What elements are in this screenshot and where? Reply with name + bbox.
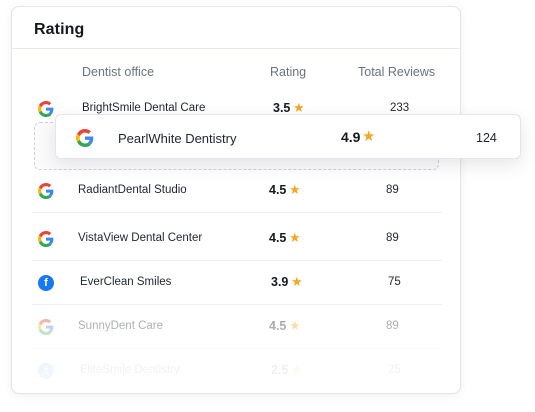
total-reviews-value: 89 bbox=[386, 184, 399, 196]
table-row[interactable]: f EverClean Smiles 3.9 ★ 75 bbox=[32, 261, 442, 305]
total-reviews-value: 233 bbox=[390, 102, 410, 114]
column-header-total-reviews[interactable]: Total Reviews bbox=[358, 65, 436, 79]
star-icon: ★ bbox=[291, 274, 303, 289]
rating-card: Rating Dentist office Rating Total Revie… bbox=[11, 6, 461, 394]
column-header-rating[interactable]: Rating bbox=[270, 65, 307, 79]
google-logo-icon bbox=[38, 183, 54, 199]
facebook-logo-icon: f bbox=[38, 363, 54, 379]
star-icon: ★ bbox=[293, 100, 305, 115]
rating-value: 4.5 bbox=[269, 183, 287, 197]
star-icon: ★ bbox=[289, 182, 301, 197]
rating-value: 3.5 bbox=[273, 101, 291, 115]
office-name: EliteSmile Dentistry bbox=[80, 364, 180, 376]
google-logo-icon bbox=[38, 101, 54, 117]
google-logo-icon bbox=[38, 319, 54, 335]
office-name: VistaView Dental Center bbox=[78, 232, 203, 244]
star-icon: ★ bbox=[289, 318, 301, 333]
table-row[interactable]: RadiantDental Studio 4.5 ★ 89 bbox=[32, 169, 442, 213]
office-name: RadiantDental Studio bbox=[78, 184, 187, 196]
rating-value: 4.5 bbox=[269, 319, 287, 333]
google-logo-icon bbox=[76, 129, 94, 147]
facebook-logo-icon: f bbox=[38, 275, 54, 291]
office-name: SunnyDent Care bbox=[78, 320, 164, 332]
google-logo-icon bbox=[38, 231, 54, 247]
card-title: Rating bbox=[34, 21, 85, 38]
total-reviews-value: 124 bbox=[476, 131, 497, 145]
rating-value: 2.5 bbox=[271, 363, 289, 377]
star-icon: ★ bbox=[362, 128, 376, 145]
table-row[interactable]: VistaView Dental Center 4.5 ★ 89 bbox=[32, 217, 442, 261]
star-icon: ★ bbox=[289, 230, 301, 245]
office-name: BrightSmile Dental Care bbox=[82, 102, 206, 114]
table-row[interactable]: f EliteSmile Dentistry 2.5 ★ 25 bbox=[32, 349, 442, 393]
table-row[interactable]: SunnyDent Care 4.5 ★ 89 bbox=[32, 305, 442, 349]
rating-value: 4.9 bbox=[341, 129, 361, 145]
card-header: Rating bbox=[12, 7, 460, 49]
office-name: EverClean Smiles bbox=[80, 276, 172, 288]
total-reviews-value: 25 bbox=[388, 364, 401, 376]
column-header-office[interactable]: Dentist office bbox=[82, 65, 155, 79]
rating-value: 3.9 bbox=[271, 275, 289, 289]
rating-value: 4.5 bbox=[269, 231, 287, 245]
table-row[interactable]: BrightSmile Dental Care 3.5 ★ 233 bbox=[32, 87, 442, 131]
total-reviews-value: 89 bbox=[386, 320, 399, 332]
total-reviews-value: 75 bbox=[388, 276, 401, 288]
office-name: PearlWhite Dentistry bbox=[118, 131, 237, 146]
dragged-row[interactable]: PearlWhite Dentistry 4.9 ★ 124 bbox=[55, 114, 521, 159]
total-reviews-value: 89 bbox=[386, 232, 399, 244]
star-icon: ★ bbox=[291, 362, 303, 377]
